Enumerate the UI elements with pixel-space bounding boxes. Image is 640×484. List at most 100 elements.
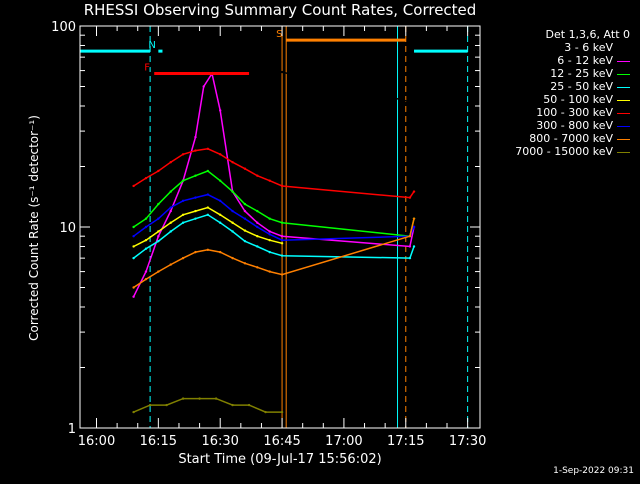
series-6-12-keV-point	[243, 209, 247, 213]
series-6-12-keV-point	[256, 221, 259, 224]
series-100-300-keV-line	[133, 148, 415, 199]
series-50-100-keV-point	[181, 213, 185, 216]
series-3-6-keV-point	[181, 55, 185, 59]
series-12-25-keV-point	[181, 179, 185, 182]
series-300-800-keV-point	[157, 217, 160, 220]
series-50-100-keV-point	[231, 221, 234, 224]
series-800-7000-keV-point	[280, 273, 284, 276]
series-6-12-keV-point	[202, 85, 205, 88]
legend: Det 1,3,6, Att 0 3 - 6 keV 6 - 12 keV 12 -…	[515, 28, 630, 158]
series-7000-15000-keV-point	[198, 397, 201, 400]
series-50-100-keV-point	[169, 221, 172, 224]
series-12-25-keV-point	[219, 179, 222, 182]
series-50-100-keV-point	[256, 234, 259, 238]
legend-swatch	[617, 99, 630, 101]
series-50-100-keV-point	[132, 245, 135, 248]
legend-label: 6 - 12 keV	[557, 54, 613, 67]
series-800-7000-keV-point	[243, 262, 247, 265]
legend-swatch	[617, 60, 630, 62]
series-7000-15000-keV-point	[247, 403, 251, 407]
series-300-800-keV-point	[231, 209, 234, 213]
series-6-12-keV-point	[194, 135, 197, 139]
series-6-12-keV-point	[219, 109, 222, 112]
legend-title: Det 1,3,6, Att 0	[545, 28, 630, 41]
legend-label: 100 - 300 keV	[536, 106, 613, 119]
legend-swatch	[617, 151, 630, 153]
series-3-6-keV-point	[280, 70, 284, 74]
series-300-800-keV-point	[256, 225, 259, 229]
series-50-100-keV-point	[243, 229, 247, 232]
legend-label: 25 - 50 keV	[550, 80, 613, 93]
series-6-12-keV-point	[144, 270, 148, 273]
series-800-7000-keV-point	[412, 217, 416, 220]
series-100-300-keV-point	[157, 169, 160, 173]
series-800-7000-keV-point	[144, 277, 148, 281]
series-800-7000-keV-point	[219, 250, 222, 254]
legend-label: 800 - 7000 keV	[529, 132, 613, 145]
series-300-800-keV-point	[206, 193, 210, 196]
series-12-25-keV-point	[256, 209, 259, 213]
series-800-7000-keV-point	[194, 250, 197, 254]
legend-label: 7000 - 15000 keV	[515, 145, 613, 158]
series-100-300-keV-point	[412, 190, 416, 193]
chart-title: RHESSI Observing Summary Count Rates, Co…	[83, 1, 477, 19]
legend-swatch	[617, 86, 630, 88]
series-100-300-keV-point	[408, 196, 412, 199]
y-tick-label: 100	[51, 20, 76, 35]
x-tick-label: 16:00	[78, 434, 115, 449]
series-50-100-keV-point	[280, 242, 284, 245]
legend-label: 12 - 25 keV	[550, 67, 613, 80]
series-25-50-keV-point	[280, 254, 284, 257]
series-100-300-keV-point	[243, 167, 247, 170]
series-7000-15000-keV-point	[132, 410, 135, 414]
legend-swatch	[617, 47, 630, 49]
series-50-100-keV-point	[219, 213, 222, 216]
series-800-7000-keV-point	[256, 266, 259, 269]
series-800-7000-keV-point	[206, 248, 210, 252]
series-100-300-keV-point	[181, 153, 185, 156]
series-7000-15000-keV-line	[133, 397, 283, 413]
series-12-25-keV-point	[231, 190, 234, 193]
series-800-7000-keV-point	[169, 263, 172, 266]
series-6-12-keV-point	[408, 245, 412, 248]
series-3-6-keV-point	[169, 65, 172, 68]
series-6-12-keV-point	[268, 230, 271, 233]
series-100-300-keV-point	[231, 161, 234, 164]
legend-swatch	[617, 73, 630, 75]
series-3-6-keV-point	[219, 49, 222, 53]
legend-entry: 6 - 12 keV	[515, 54, 630, 67]
series-800-7000-keV-point	[157, 270, 160, 273]
series-12-25-keV-point	[132, 225, 135, 229]
series-100-300-keV-point	[169, 161, 172, 164]
series-800-7000-keV-point	[408, 234, 412, 238]
series-25-50-keV-point	[157, 239, 160, 243]
series-12-25-keV-point	[243, 202, 247, 206]
x-axis-label: Start Time (09-Jul-17 15:56:02)	[178, 452, 382, 467]
legend-label: 300 - 800 keV	[536, 119, 613, 132]
series-800-7000-keV-point	[268, 270, 271, 273]
series-3-6-keV-point	[412, 81, 416, 85]
series-7000-15000-keV-point	[231, 403, 234, 407]
series-300-800-keV-point	[144, 225, 148, 229]
series-6-12-keV-point	[157, 234, 160, 238]
series-800-7000-keV-point	[231, 256, 234, 260]
series-300-800-keV-point	[181, 199, 185, 203]
series-300-800-keV-point	[169, 206, 172, 209]
series-300-800-keV-point	[219, 199, 222, 203]
legend-entry: 100 - 300 keV	[515, 106, 630, 119]
series-300-800-keV-point	[280, 238, 284, 242]
series-300-800-keV-point	[132, 234, 135, 238]
series-3-6-keV-point	[157, 62, 160, 65]
series-6-12-keV-point	[280, 234, 284, 238]
series-7000-15000-keV-point	[181, 397, 185, 400]
series-25-50-keV-point	[268, 250, 271, 254]
series-300-800-keV-point	[243, 217, 247, 220]
series-3-6-keV-point	[231, 58, 234, 61]
x-tick-label: 16:15	[140, 434, 177, 449]
series-100-300-keV-point	[280, 184, 284, 188]
series-25-50-keV-point	[132, 256, 135, 260]
y-axis-label: Corrected Count Rate (s⁻¹ detector⁻¹)	[27, 115, 41, 341]
series-50-100-keV-point	[157, 230, 160, 233]
